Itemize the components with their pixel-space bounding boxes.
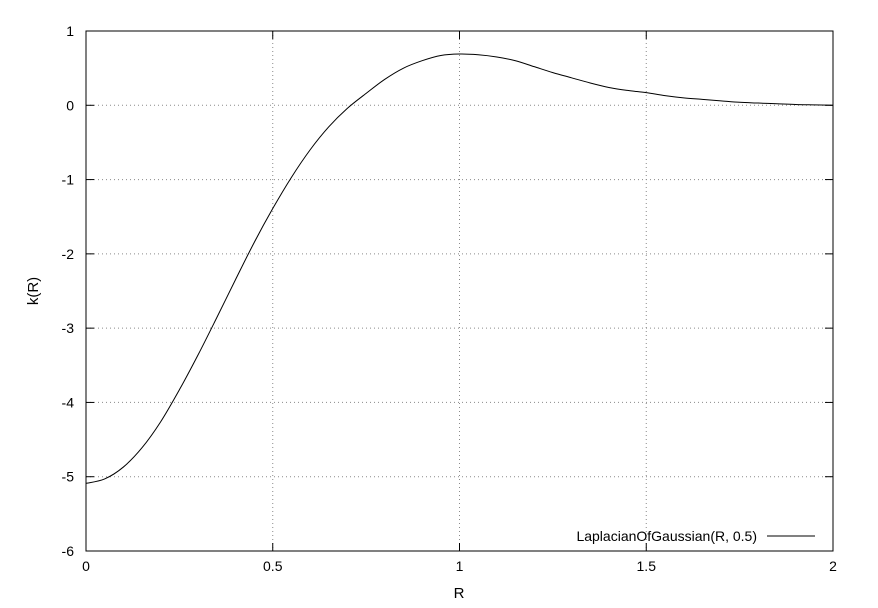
- x-tick-label: 0: [82, 558, 90, 574]
- grid: [86, 31, 833, 551]
- legend: LaplacianOfGaussian(R, 0.5): [576, 528, 815, 544]
- y-tick-label: 0: [66, 97, 74, 113]
- x-tick-label: 2: [829, 558, 837, 574]
- y-tick-label: 1: [66, 23, 74, 39]
- y-tick-label: -4: [62, 394, 75, 410]
- y-tick-label: -5: [62, 469, 75, 485]
- y-tick-label: -1: [62, 172, 75, 188]
- series-line: [85, 53, 834, 484]
- x-tick-label: 0.5: [263, 558, 283, 574]
- ticks: [85, 30, 834, 552]
- y-tick-label: -3: [62, 320, 75, 336]
- y-tick-label: -2: [62, 246, 75, 262]
- x-axis-label: R: [454, 585, 465, 602]
- legend-label: LaplacianOfGaussian(R, 0.5): [576, 528, 757, 544]
- x-tick-label: 1.5: [637, 558, 657, 574]
- x-tick-label: 1: [456, 558, 464, 574]
- tick-labels: 0 0.5 1 1.5 2 -6 -5 -4 -3 -2 -1 0 1: [62, 23, 838, 574]
- y-tick-label: -6: [62, 543, 75, 559]
- y-axis-label: k(R): [25, 277, 42, 305]
